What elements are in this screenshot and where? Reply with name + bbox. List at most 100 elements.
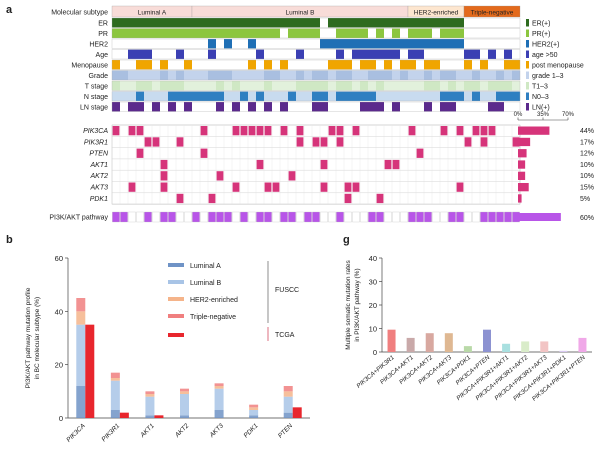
y-axis-label-g: Multiple somatic mutation rates <box>345 259 352 349</box>
heatmap-cell <box>312 49 321 59</box>
heatmap-cell <box>424 18 433 28</box>
heatmap-cell <box>256 60 265 70</box>
mutation-cell <box>176 193 184 204</box>
heatmap-cell <box>392 49 401 59</box>
heatmap-cell <box>200 70 209 80</box>
row-label: Age <box>96 52 109 59</box>
heatmap-cell <box>296 70 305 80</box>
pathway-cell <box>280 211 288 223</box>
legend-swatch <box>526 61 529 69</box>
mutation-cell <box>232 126 240 136</box>
pathway-cell <box>120 211 128 223</box>
heatmap-cell <box>256 49 265 59</box>
heatmap-cell <box>320 49 329 59</box>
heatmap-cell <box>184 28 193 38</box>
heatmap-cell <box>480 60 489 70</box>
heatmap-cell <box>288 70 297 80</box>
legend-label: LN(+) <box>532 105 550 112</box>
bar-luminal-a <box>214 410 224 418</box>
mutation-cell <box>464 137 472 147</box>
heatmap-cell <box>456 39 465 49</box>
pathway-cell <box>240 211 248 223</box>
heatmap-cell <box>192 81 201 91</box>
x-tick-label-b: PTEN <box>277 422 294 439</box>
heatmap-cell <box>440 91 449 101</box>
heatmap-cell <box>376 60 385 70</box>
pathway-cell <box>112 211 120 223</box>
heatmap-cell <box>176 60 185 70</box>
pathway-cell <box>200 211 208 223</box>
heatmap-cell <box>320 102 329 112</box>
pathway-cell <box>376 211 384 223</box>
heatmap-cell <box>480 49 489 59</box>
heatmap-cell <box>472 39 481 49</box>
heatmap-cell <box>248 81 257 91</box>
heatmap-cell <box>496 60 505 70</box>
heatmap-cell <box>320 81 329 91</box>
y-axis-label-g: in PI3K/AKT pathway (%) <box>354 268 361 341</box>
mutation-cell <box>440 126 448 136</box>
mutation-cell <box>312 137 320 147</box>
heatmap-cell <box>120 39 129 49</box>
bar-luminal-a <box>283 412 293 418</box>
heatmap-cell <box>352 70 361 80</box>
heatmap-cell <box>280 28 289 38</box>
heatmap-cell <box>304 28 313 38</box>
heatmap-cell <box>120 28 129 38</box>
heatmap-cell <box>224 102 233 112</box>
mutation-cell <box>232 182 240 192</box>
mutation-cell <box>256 126 264 136</box>
bar-triple-negative <box>214 383 224 386</box>
heatmap-cell <box>144 102 153 112</box>
y-axis-label-b: PI3K/AKT pathway mutation profile <box>25 287 32 388</box>
heatmap-cell <box>320 60 329 70</box>
clinical-row-ln-stage <box>111 101 521 112</box>
heatmap-cell <box>128 81 137 91</box>
heatmap-cell <box>192 39 201 49</box>
frequency-bar <box>518 149 527 158</box>
legend-group-fuscc: FUSCC <box>275 287 299 294</box>
bar-her2-enriched <box>214 386 224 389</box>
heatmap-cell <box>312 70 321 80</box>
heatmap-cell <box>344 39 353 49</box>
mutation-cell <box>344 193 352 204</box>
heatmap-cell <box>240 81 249 91</box>
heatmap-cell <box>240 28 249 38</box>
heatmap-cell <box>168 49 177 59</box>
heatmap-cell <box>248 70 257 80</box>
heatmap-cell <box>392 28 401 38</box>
mutation-cell <box>352 126 360 136</box>
frequency-value: 5% <box>580 196 590 203</box>
gene-label: PTEN <box>89 151 109 158</box>
pathway-cell <box>440 211 448 223</box>
heatmap-cell <box>224 70 233 80</box>
heatmap-cell <box>304 60 313 70</box>
gene-label: AKT2 <box>89 173 108 180</box>
heatmap-cell <box>360 70 369 80</box>
heatmap-cell <box>392 18 401 28</box>
heatmap-cell <box>328 49 337 59</box>
row-border <box>111 101 521 112</box>
y-tick-label-g: 10 <box>369 325 377 334</box>
heatmap-cell <box>152 70 161 80</box>
heatmap-cell <box>472 18 481 28</box>
mutation-cell <box>160 159 168 170</box>
heatmap-cell <box>192 102 201 112</box>
x-tick-label-b: AKT3 <box>208 422 225 439</box>
heatmap-cell <box>264 91 273 101</box>
heatmap-cell <box>144 81 153 91</box>
heatmap-cell <box>352 91 361 101</box>
y-axis-label-b: in BC molecular subtype (%) <box>34 297 41 379</box>
heatmap-cell <box>176 49 185 59</box>
pathway-cell <box>352 211 360 223</box>
heatmap-cell <box>280 70 289 80</box>
legend-label: N0–3 <box>532 94 549 101</box>
gene-label: PIK3R1 <box>84 139 108 146</box>
heatmap-cell <box>216 60 225 70</box>
x-tick-label-b: PDK1 <box>243 422 260 439</box>
bar-combination <box>502 343 511 352</box>
heatmap-cell <box>504 49 513 59</box>
bar-luminal-a <box>180 415 189 418</box>
mutation-cell <box>320 182 328 192</box>
heatmap-cell <box>280 49 289 59</box>
